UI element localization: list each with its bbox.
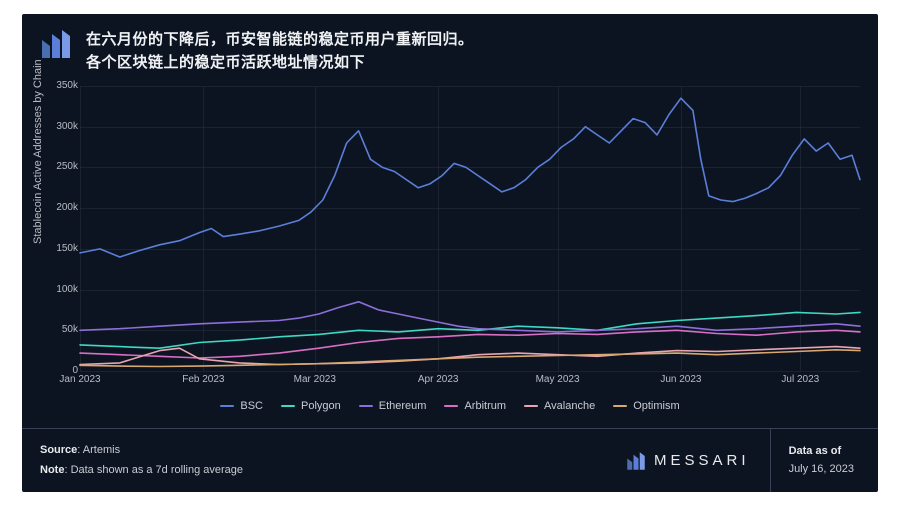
legend-item-ethereum: Ethereum (359, 400, 427, 412)
legend-label: Optimism (633, 400, 679, 412)
source-line: Source: Artemis (40, 441, 626, 461)
legend-swatch (281, 405, 295, 407)
x-tick-label: Jun 2023 (660, 374, 701, 385)
messari-footer-icon (626, 451, 646, 471)
source-label: Source (40, 444, 77, 456)
x-tick-label: Jul 2023 (781, 374, 819, 385)
legend-label: BSC (240, 400, 263, 412)
y-tick-label: 200k (50, 202, 78, 213)
x-tick-label: May 2023 (536, 374, 580, 385)
line-plot (80, 86, 860, 371)
legend-swatch (359, 405, 373, 407)
note-line: Note: Data shown as a 7d rolling average (40, 461, 626, 481)
y-tick-label: 150k (50, 243, 78, 254)
legend-swatch (524, 405, 538, 407)
legend-item-polygon: Polygon (281, 400, 341, 412)
legend-label: Avalanche (544, 400, 595, 412)
messari-logo-icon (40, 28, 72, 60)
series-bsc (80, 98, 860, 257)
legend-swatch (613, 405, 627, 407)
legend-item-optimism: Optimism (613, 400, 679, 412)
data-as-of-label: Data as of (789, 443, 854, 461)
note-label: Note (40, 464, 64, 476)
footer-brand-text: MESSARI (654, 452, 750, 469)
y-tick-label: 250k (50, 161, 78, 172)
x-tick-label: Mar 2023 (294, 374, 336, 385)
legend-item-avalanche: Avalanche (524, 400, 595, 412)
y-tick-label: 100k (50, 284, 78, 295)
series-avalanche (80, 347, 860, 365)
source-value: : Artemis (77, 444, 120, 456)
x-tick-label: Feb 2023 (182, 374, 224, 385)
grid-line-h (80, 371, 860, 372)
footer-right: Data as of July 16, 2023 (770, 429, 878, 492)
y-tick-label: 50k (50, 324, 78, 335)
legend-swatch (444, 405, 458, 407)
x-tick-label: Jan 2023 (59, 374, 100, 385)
title-block: 在六月份的下降后，币安智能链的稳定币用户重新回归。 各个区块链上的稳定币活跃地址… (86, 28, 474, 72)
series-polygon (80, 312, 860, 348)
legend: BSC Polygon Ethereum Arbitrum Avalanche Optim… (22, 400, 878, 412)
data-as-of-value: July 16, 2023 (789, 461, 854, 479)
y-tick-label: 350k (50, 80, 78, 91)
y-tick-label: 300k (50, 121, 78, 132)
footer-brand-block: MESSARI (626, 451, 770, 471)
title-line-1: 在六月份的下降后，币安智能链的稳定币用户重新回归。 (86, 28, 474, 49)
legend-item-bsc: BSC (220, 400, 263, 412)
title-line-2: 各个区块链上的稳定币活跃地址情况如下 (86, 51, 474, 72)
legend-label: Ethereum (379, 400, 427, 412)
note-value: : Data shown as a 7d rolling average (64, 464, 243, 476)
header: 在六月份的下降后，币安智能链的稳定币用户重新回归。 各个区块链上的稳定币活跃地址… (40, 28, 474, 72)
chart-card: 在六月份的下降后，币安智能链的稳定币用户重新回归。 各个区块链上的稳定币活跃地址… (22, 14, 878, 492)
legend-item-arbitrum: Arbitrum (444, 400, 506, 412)
x-tick-label: Apr 2023 (418, 374, 459, 385)
footer: Source: Artemis Note: Data shown as a 7d… (22, 428, 878, 492)
legend-swatch (220, 405, 234, 407)
footer-left: Source: Artemis Note: Data shown as a 7d… (22, 441, 626, 481)
legend-label: Arbitrum (464, 400, 506, 412)
legend-label: Polygon (301, 400, 341, 412)
y-axis-label: Stablecoin Active Addresses by Chain (32, 59, 44, 244)
